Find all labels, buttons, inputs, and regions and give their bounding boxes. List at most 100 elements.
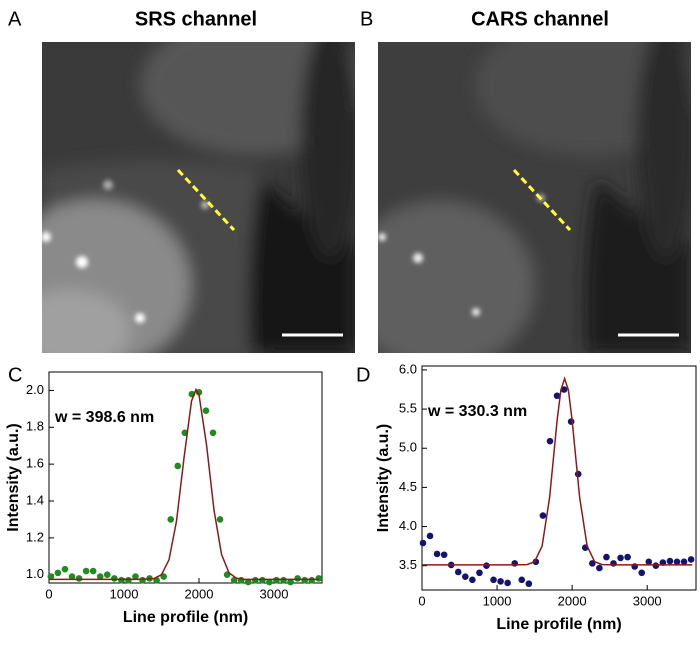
data-point xyxy=(440,551,448,559)
data-point xyxy=(433,550,441,558)
data-point xyxy=(624,553,631,561)
data-point xyxy=(652,562,660,570)
data-point xyxy=(610,560,617,567)
x-tick-label: 1000 xyxy=(483,593,512,608)
data-point xyxy=(539,512,547,519)
y-tick-label: 1.2 xyxy=(26,529,44,544)
data-point xyxy=(216,516,224,523)
data-point xyxy=(504,579,511,587)
x-tick-label: 2000 xyxy=(558,593,587,608)
data-point xyxy=(61,565,69,573)
data-point xyxy=(560,386,568,393)
fit-line xyxy=(422,376,693,566)
data-point xyxy=(103,571,111,579)
data-point xyxy=(287,578,294,586)
panel-title: SRS channel xyxy=(135,8,257,30)
x-axis-label: Line profile (nm) xyxy=(123,609,248,626)
data-point xyxy=(687,556,695,563)
data-point xyxy=(525,580,533,588)
y-tick-label: 1.0 xyxy=(26,566,44,581)
y-tick-label: 3.5 xyxy=(399,557,417,572)
x-tick-label: 0 xyxy=(45,586,52,601)
data-point xyxy=(596,564,603,572)
x-tick-label: 3000 xyxy=(633,593,662,608)
data-point xyxy=(518,576,526,584)
data-point xyxy=(546,437,554,445)
data-point xyxy=(89,567,97,575)
annotation: w = 330.3 nm xyxy=(427,403,527,420)
data-point xyxy=(209,429,217,437)
y-axis-label: Intensity (a.u.) xyxy=(375,424,392,532)
panel-label: B xyxy=(360,8,373,30)
data-point xyxy=(532,558,540,566)
data-point xyxy=(167,516,175,523)
data-point xyxy=(294,575,301,582)
cars-image xyxy=(378,42,691,353)
data-point xyxy=(301,576,308,584)
y-axis-label: Intensity (a.u.) xyxy=(5,423,22,531)
data-point xyxy=(567,418,575,425)
data-point xyxy=(497,578,504,585)
y-tick-label: 1.4 xyxy=(26,492,44,507)
y-tick-label: 6.0 xyxy=(399,361,417,376)
data-point xyxy=(490,576,497,584)
data-point xyxy=(244,578,252,586)
data-point xyxy=(476,569,483,577)
panel-label: A xyxy=(8,8,22,30)
data-point xyxy=(419,539,427,547)
panel-label: C xyxy=(8,364,22,386)
data-point xyxy=(603,553,610,561)
srs-image xyxy=(42,42,355,353)
data-point xyxy=(96,573,104,580)
panel-title: CARS channel xyxy=(471,8,609,30)
data-point xyxy=(54,569,62,577)
data-point xyxy=(139,576,146,584)
data-point xyxy=(454,568,462,576)
y-tick-label: 5.0 xyxy=(399,440,417,455)
data-point xyxy=(266,578,273,586)
data-point xyxy=(125,576,132,584)
data-point xyxy=(617,554,624,562)
data-point xyxy=(111,575,118,582)
data-point xyxy=(553,392,561,400)
plot-frame xyxy=(421,365,697,591)
data-point xyxy=(483,562,490,570)
plot-frame xyxy=(48,371,323,584)
data-point xyxy=(280,576,287,584)
annotation: w = 398.6 nm xyxy=(54,409,154,426)
y-tick-label: 2.0 xyxy=(26,382,44,397)
data-point xyxy=(259,576,266,584)
data-point xyxy=(511,560,519,567)
x-axis-label: Line profile (nm) xyxy=(496,616,621,633)
data-point xyxy=(252,576,259,584)
x-tick-label: 1000 xyxy=(110,586,139,601)
data-point xyxy=(174,462,182,470)
y-tick-label: 1.8 xyxy=(26,419,44,434)
data-point xyxy=(273,576,280,584)
data-point xyxy=(638,569,646,577)
data-point xyxy=(82,567,90,575)
data-point xyxy=(315,575,323,582)
x-tick-label: 0 xyxy=(418,593,425,608)
y-tick-label: 4.0 xyxy=(399,518,417,533)
x-tick-label: 3000 xyxy=(260,586,289,601)
data-point xyxy=(666,557,674,565)
data-point xyxy=(47,573,55,580)
y-tick-label: 5.5 xyxy=(399,401,417,416)
y-tick-label: 4.5 xyxy=(399,479,417,494)
data-point xyxy=(426,532,434,540)
data-point xyxy=(673,558,681,566)
data-point xyxy=(118,576,125,584)
data-point xyxy=(462,573,469,580)
data-point xyxy=(308,576,316,584)
data-point xyxy=(469,576,476,584)
fit-line xyxy=(49,387,319,581)
data-point xyxy=(202,407,210,414)
data-point xyxy=(645,558,653,566)
data-point xyxy=(68,573,76,580)
data-point xyxy=(680,558,688,566)
x-tick-label: 2000 xyxy=(185,586,214,601)
panel-label: D xyxy=(356,364,370,386)
y-tick-label: 1.6 xyxy=(26,456,44,471)
